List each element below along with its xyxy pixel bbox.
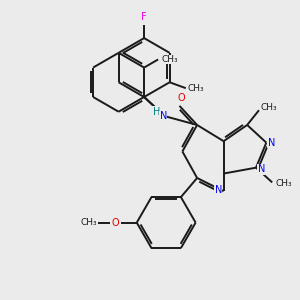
Text: CH₃: CH₃	[261, 103, 278, 112]
Text: CH₃: CH₃	[188, 84, 204, 93]
Text: N: N	[258, 164, 265, 174]
Text: O: O	[177, 93, 185, 103]
Text: O: O	[111, 218, 119, 228]
Text: H: H	[153, 107, 160, 117]
Text: F: F	[141, 13, 147, 22]
Text: CH₃: CH₃	[275, 179, 292, 188]
Text: N: N	[160, 111, 167, 121]
Text: N: N	[268, 138, 275, 148]
Text: N: N	[214, 185, 222, 195]
Text: CH₃: CH₃	[80, 218, 97, 227]
Text: CH₃: CH₃	[161, 55, 178, 64]
